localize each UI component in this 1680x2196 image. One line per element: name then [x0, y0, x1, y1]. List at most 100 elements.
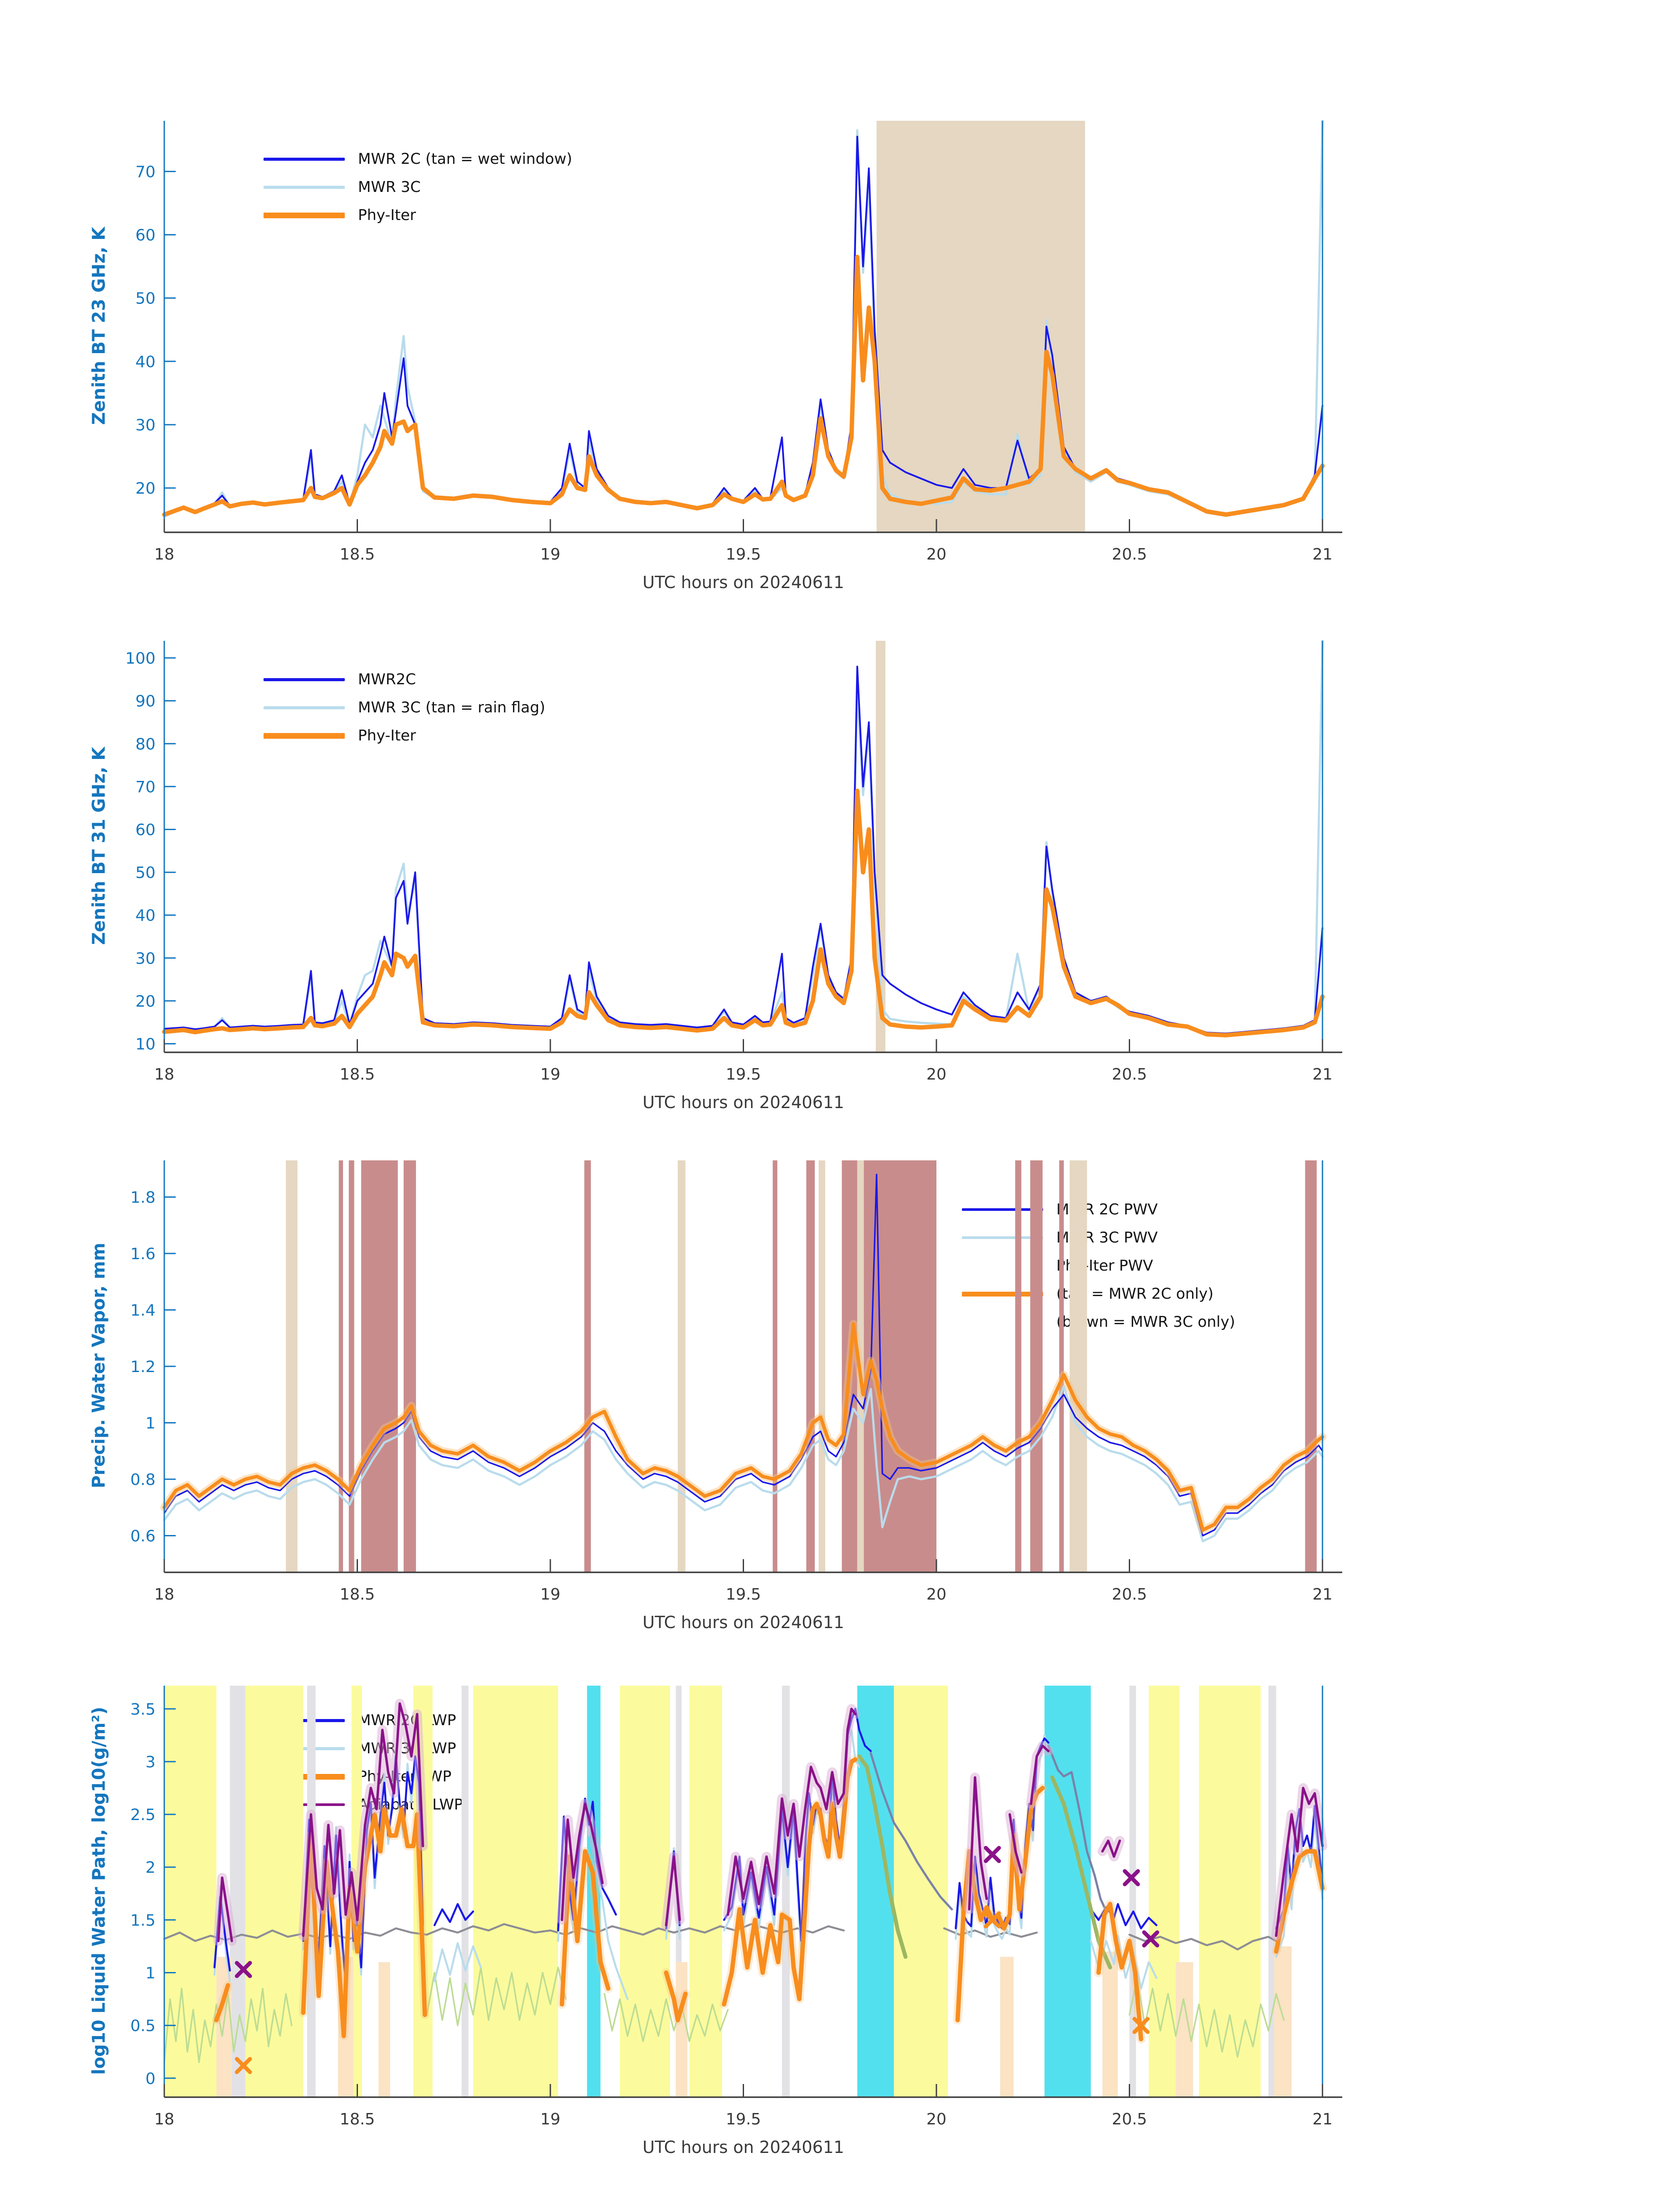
shaded-band	[818, 1160, 825, 1572]
series-line-adiabatic-lwp	[1101, 1839, 1121, 1858]
y-tick-label: 2.5	[130, 1806, 155, 1824]
shaded-band	[339, 1160, 343, 1572]
shaded-band	[620, 1686, 670, 2097]
legend-label: MWR 3C	[358, 178, 421, 196]
x-tick-label: 20	[926, 2110, 947, 2128]
shaded-band	[1069, 1160, 1087, 1572]
y-tick-label: 30	[135, 950, 155, 968]
shaded-band	[806, 1160, 815, 1572]
y-tick-label: 1.2	[130, 1358, 155, 1376]
series-line-adiabatic-lwp	[665, 1855, 681, 1927]
x-tick-label: 18	[154, 1065, 174, 1084]
shaded-band	[773, 1160, 777, 1572]
series-halo	[160, 1320, 1326, 1534]
x-tick-label: 18.5	[340, 2110, 375, 2128]
x-tick-label: 19	[540, 545, 560, 563]
series-line-mwr2c	[163, 665, 1323, 1035]
y-tick-label: 40	[135, 353, 155, 371]
x-tick-label: 20.5	[1112, 1065, 1147, 1084]
x-tick-label: 20.5	[1112, 2110, 1147, 2128]
x-tick-label: 18	[154, 545, 174, 563]
shaded-band	[285, 1160, 298, 1572]
shaded-band-partial	[676, 1962, 688, 2097]
series-line-adiabatic-lwp	[560, 1802, 604, 1922]
y-tick-label: 10	[135, 1035, 155, 1053]
shaded-band	[678, 1160, 686, 1572]
xlabel-bt23: UTC hours on 20240611	[642, 573, 845, 592]
legend-swatch	[962, 1236, 1043, 1239]
x-marker	[983, 1846, 1001, 1863]
legend-entry: Phy-Iter LWP	[264, 1763, 463, 1791]
shaded-band	[1059, 1160, 1064, 1572]
y-tick-label: 60	[135, 226, 155, 244]
x-tick-label: 20.5	[1112, 545, 1147, 563]
shaded-band	[1129, 1686, 1136, 2097]
y-tick-label: 0.8	[130, 1471, 155, 1489]
legend-swatch	[264, 212, 345, 218]
y-tick-label: 50	[135, 864, 155, 882]
y-tick-label: 100	[125, 650, 155, 668]
y-tick-label: 0	[145, 2070, 155, 2088]
shaded-band	[894, 1686, 948, 2097]
y-tick-label: 20	[135, 993, 155, 1011]
series-line-mwr-2c-lwp-wet-window	[1047, 1745, 1108, 1913]
series-line-mwr-3c-lwp	[954, 1734, 1050, 1940]
series-line-adiabatic-lwp	[217, 1876, 233, 1943]
legend-entry: MWR 3C (tan = rain flag)	[264, 693, 545, 722]
x-marker	[983, 1911, 1001, 1929]
series-line-mwr-2c-lwp-baseline	[1128, 1933, 1277, 1950]
series-line-adiabatic-lwp	[726, 1708, 857, 1916]
shaded-band-partial	[1274, 1946, 1292, 2097]
legend-label: Phy-Iter	[358, 727, 416, 744]
legend-swatch	[264, 1719, 345, 1722]
x-tick-label: 20.5	[1112, 1586, 1147, 1604]
y-tick-label: 1.8	[130, 1189, 155, 1207]
series-line-mwr-3c	[163, 639, 1324, 1036]
y-tick-label: 3	[145, 1753, 155, 1771]
legend-swatch	[962, 1291, 1043, 1297]
series-line-phy-iter	[162, 254, 1325, 517]
x-tick-label: 18	[154, 1586, 174, 1604]
x-tick-label: 21	[1312, 1065, 1333, 1084]
x-tick-label: 19	[540, 1586, 560, 1604]
series-line-phy-iter-lwp	[214, 1983, 230, 2023]
legend-entry: MWR2C	[264, 665, 545, 693]
y-tick-label: 70	[135, 778, 155, 796]
series-line-mwr-3c-lwp-baseline	[426, 1966, 567, 2026]
x-marker	[235, 1961, 252, 1978]
legend-swatch	[264, 733, 345, 739]
x-tick-label: 19.5	[726, 1065, 761, 1084]
series-line-mwr-2c-lwp	[434, 1903, 474, 1926]
shaded-band	[876, 121, 1085, 532]
legend-label: MWR 3C (tan = rain flag)	[358, 699, 546, 716]
x-tick-label: 19	[540, 2110, 560, 2128]
x-marker	[235, 2057, 252, 2074]
shaded-band	[782, 1686, 790, 2097]
shaded-band	[584, 1160, 591, 1572]
series-line-mwr-2c-lwp-wet-window	[870, 1752, 953, 1911]
series-line-mwr-2c-lwp-baseline	[943, 1927, 1038, 1938]
series-line-adiabatic-lwp	[302, 1702, 424, 1937]
series-line-mwr-3c-lwp	[434, 1942, 482, 1982]
xlabel-pwv: UTC hours on 20240611	[642, 1613, 845, 1632]
legend-swatch	[264, 157, 345, 161]
legend-swatch	[264, 1803, 345, 1806]
series-line-phy-iter-lwp	[1274, 1849, 1325, 1954]
xlabel-lwp: UTC hours on 20240611	[642, 2138, 845, 2157]
x-tick-label: 19	[540, 1065, 560, 1084]
legend-label: Phy-Iter LWP	[358, 1768, 452, 1785]
series-line-mwr-3c-pwv	[163, 1385, 1324, 1542]
shaded-band-partial	[378, 1962, 390, 2097]
series-line-phy-iter	[162, 788, 1325, 1037]
series-line-mwr-2c-lwp	[1090, 1903, 1158, 1929]
series-line-mwr-3c-lwp-baseline	[1128, 1977, 1285, 2058]
series-line-adiabatic-lwp	[968, 1776, 988, 1911]
x-tick-label: 20	[926, 1065, 947, 1084]
x-tick-label: 18	[154, 2110, 174, 2128]
legend-entry: Phy-Iter	[264, 201, 572, 229]
legend-swatch	[264, 678, 345, 681]
y-tick-label: 90	[135, 693, 155, 711]
y-tick-label: 0.5	[130, 2017, 155, 2035]
x-tick-label: 18.5	[340, 1065, 375, 1084]
y-tick-label: 3.5	[130, 1701, 155, 1719]
